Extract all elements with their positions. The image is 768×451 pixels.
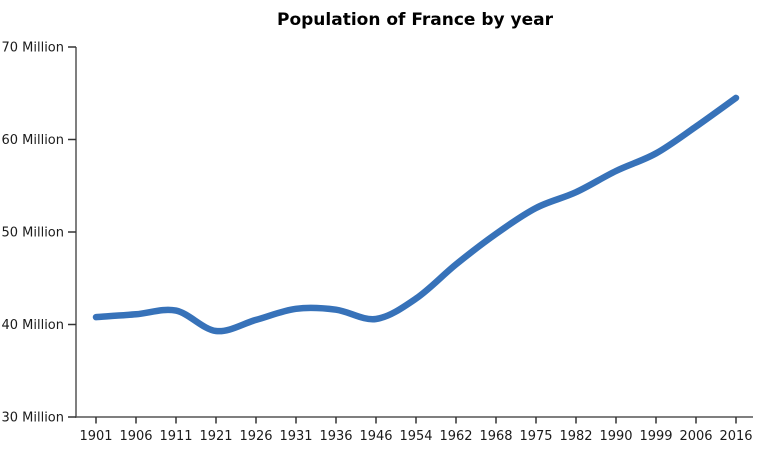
y-axis-tick-label: 50 Million: [1, 226, 64, 241]
x-axis-tick-label: 1990: [599, 429, 632, 444]
x-axis-tick-label: 1968: [479, 429, 512, 444]
x-axis-tick-label: 1906: [119, 429, 152, 444]
y-axis-labels: 30 Million 40 Million 50 Million 60 Million…: [1, 41, 64, 426]
axes: [68, 46, 753, 424]
y-axis-tick-label: 60 Million: [1, 133, 64, 148]
x-axis-tick-label: 1982: [559, 429, 592, 444]
x-axis-tick-label: 1931: [279, 429, 312, 444]
population-line: [92, 94, 740, 335]
y-axis-tick-label: 30 Million: [1, 411, 64, 426]
x-axis-tick-label: 1962: [439, 429, 472, 444]
y-axis-tick-label: 70 Million: [1, 41, 64, 56]
x-axis-tick-label: 1911: [159, 429, 192, 444]
x-axis-tick-label: 1921: [199, 429, 232, 444]
x-axis-tick-label: 1946: [359, 429, 392, 444]
x-axis-tick-label: 1999: [639, 429, 672, 444]
x-axis-tick-label: 1901: [79, 429, 112, 444]
chart-title: Population of France by year: [277, 10, 554, 30]
y-axis-tick-label: 40 Million: [1, 318, 64, 333]
x-axis-tick-label: 2006: [679, 429, 712, 444]
x-axis-tick-label: 2016: [719, 429, 752, 444]
plot-area: [92, 94, 740, 335]
x-axis-tick-label: 1975: [519, 429, 552, 444]
x-axis-tick-label: 1936: [319, 429, 352, 444]
x-axis-tick-label: 1926: [239, 429, 272, 444]
x-axis-labels: 1901 1906 1911 1921 1926 1931 1936 1946 1954 1962…: [79, 429, 752, 444]
x-axis-tick-label: 1954: [399, 429, 432, 444]
